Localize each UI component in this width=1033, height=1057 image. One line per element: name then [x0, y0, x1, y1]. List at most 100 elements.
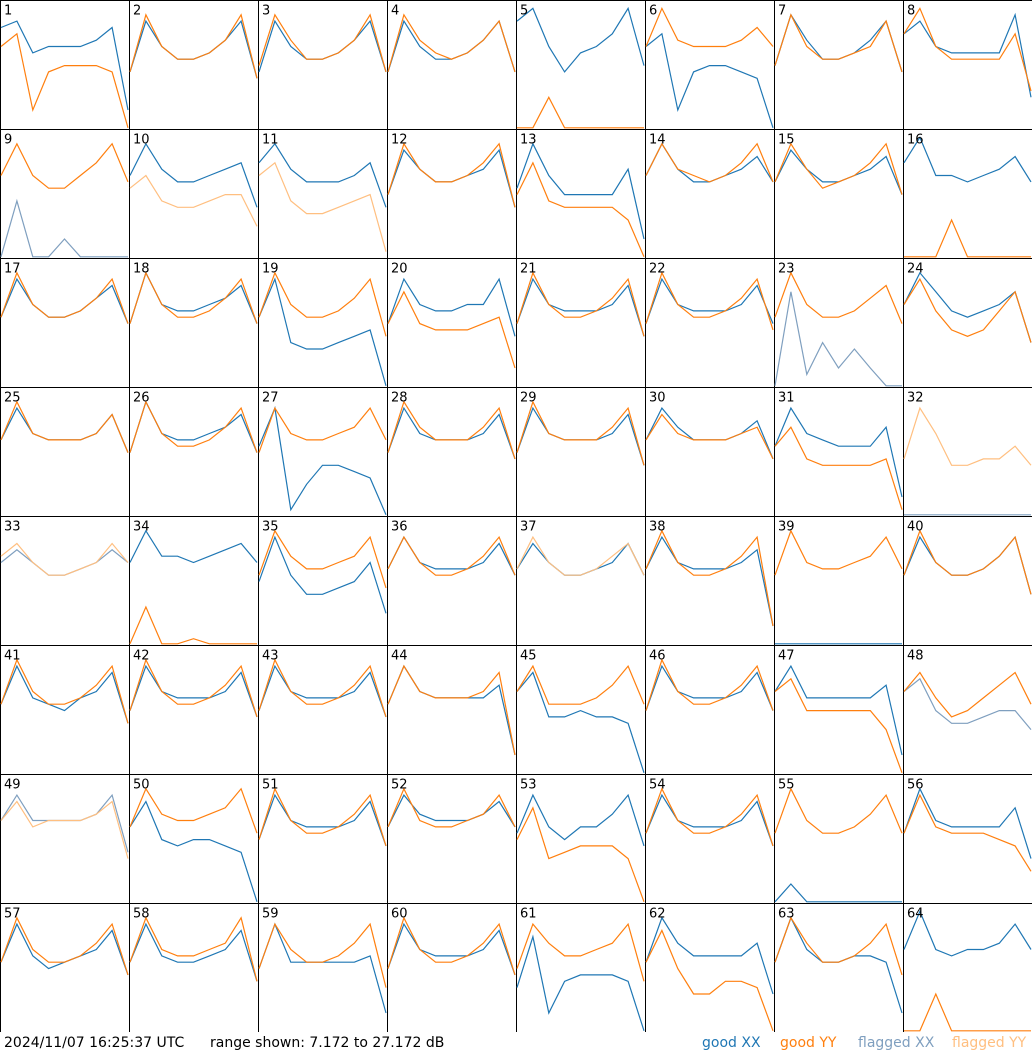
trace-yy — [129, 271, 258, 324]
panel-frame — [903, 516, 1032, 645]
panel-frame — [774, 645, 903, 774]
panel: 54 — [645, 774, 774, 903]
panel-frame — [387, 387, 516, 516]
panel-number: 44 — [391, 649, 408, 664]
panel-number: 61 — [520, 907, 537, 922]
trace-yy — [0, 542, 129, 576]
panel: 2 — [129, 0, 258, 129]
panel-number: 58 — [133, 907, 150, 922]
trace-xx — [0, 198, 128, 258]
panel-frame — [129, 258, 258, 387]
panel: 46 — [645, 645, 774, 774]
panel: 13 — [516, 129, 645, 258]
panel-frame — [0, 516, 129, 645]
trace-yy — [129, 13, 258, 79]
trace-yy — [645, 787, 774, 847]
panel: 55 — [774, 774, 903, 903]
panel-number: 46 — [649, 649, 666, 664]
panel-frame — [258, 645, 387, 774]
trace-xx — [645, 277, 774, 324]
panel-number: 1 — [4, 4, 12, 19]
panel: 52 — [387, 774, 516, 903]
trace-yy — [516, 922, 645, 982]
panel-frame — [387, 774, 516, 903]
panel-frame — [516, 0, 645, 129]
panel: 32 — [903, 387, 1032, 516]
panel-frame — [903, 774, 1032, 903]
panel-frame — [516, 645, 645, 774]
trace-yy — [774, 271, 903, 324]
panel: 48 — [903, 645, 1032, 774]
trace-yy — [645, 529, 774, 627]
trace-xx — [774, 406, 903, 498]
panel: 39 — [774, 516, 903, 645]
panel: 45 — [516, 645, 645, 774]
panel: 63 — [774, 903, 903, 1032]
panel-number: 11 — [262, 133, 279, 148]
panel-number: 17 — [4, 262, 21, 277]
panel-frame — [258, 774, 387, 903]
trace-yy — [774, 426, 903, 510]
panel-frame — [129, 516, 258, 645]
trace-xx — [129, 922, 258, 982]
panel-frame — [516, 387, 645, 516]
trace-xx — [903, 677, 1032, 730]
panel-number: 32 — [907, 391, 924, 406]
panel-frame — [0, 0, 129, 129]
trace-yy — [903, 793, 1032, 872]
panel: 41 — [0, 645, 129, 774]
panel-frame — [903, 0, 1032, 129]
trace-yy — [516, 535, 645, 576]
panel: 7 — [774, 0, 903, 129]
panel-number: 4 — [391, 4, 399, 19]
trace-yy — [0, 916, 129, 976]
panel: 36 — [387, 516, 516, 645]
trace-yy — [645, 6, 774, 48]
trace-yy — [387, 142, 516, 208]
trace-xx — [516, 6, 645, 73]
panel-number: 28 — [391, 391, 408, 406]
panel: 34 — [129, 516, 258, 645]
panel: 8 — [903, 0, 1032, 129]
legend-entry: flagged XX — [858, 1035, 935, 1051]
legend: good XX good YY flagged XX flagged YY — [702, 1035, 1027, 1051]
panel-frame — [645, 903, 774, 1032]
panel: 15 — [774, 129, 903, 258]
trace-yy — [903, 529, 1032, 595]
trace-yy — [258, 529, 387, 589]
trace-xx — [903, 909, 1032, 957]
panel-frame — [387, 516, 516, 645]
trace-yy — [774, 677, 903, 774]
trace-yy — [645, 929, 774, 1032]
trace-yy — [0, 271, 129, 324]
trace-yy — [0, 800, 129, 859]
panel-frame — [129, 903, 258, 1032]
panel-number: 47 — [778, 649, 795, 664]
panel: 6 — [645, 0, 774, 129]
trace-yy — [129, 658, 258, 718]
panel-frame — [645, 129, 774, 258]
panel-number: 55 — [778, 778, 795, 793]
trace-yy — [774, 142, 903, 195]
trace-xx — [387, 794, 516, 828]
trace-yy — [0, 658, 129, 724]
trace-yy — [903, 7, 1032, 92]
panel-number: 9 — [4, 133, 12, 148]
panel: 1 — [0, 0, 129, 129]
panel-number: 35 — [262, 520, 279, 535]
panel-number: 6 — [649, 4, 657, 19]
trace-xx — [516, 671, 645, 773]
trace-xx — [258, 793, 387, 847]
panel: 16 — [903, 129, 1032, 258]
panel: 9 — [0, 129, 129, 258]
panel-number: 38 — [649, 520, 666, 535]
panel: 28 — [387, 387, 516, 516]
trace-xx — [0, 664, 129, 724]
trace-yy — [645, 658, 774, 711]
trace-yy — [645, 142, 774, 183]
trace-xx — [645, 32, 774, 128]
panel-number: 21 — [520, 262, 537, 277]
panel-number: 59 — [262, 907, 279, 922]
panel: 14 — [645, 129, 774, 258]
